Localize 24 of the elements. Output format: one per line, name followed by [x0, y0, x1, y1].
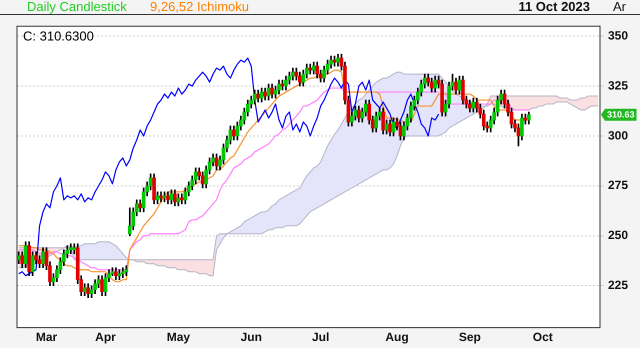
x-tick-label: Sep: [458, 330, 481, 344]
annotation: C: 310.6300: [23, 28, 94, 44]
x-tick-label: Aug: [385, 330, 409, 344]
x-tick-label: Apr: [95, 330, 116, 344]
y-tick-label: 325: [608, 78, 628, 92]
chart-title: Daily Candlestick: [27, 0, 127, 14]
text: 310.63: [607, 110, 635, 120]
y-tick-label: 275: [608, 178, 628, 192]
y-tick-label: 225: [608, 278, 628, 292]
candlestick: [162, 192, 166, 202]
x-tick-label: May: [166, 330, 190, 344]
x-tick-label: Oct: [532, 330, 553, 344]
candlestick: [159, 192, 163, 202]
y-tick-label: 350: [608, 28, 628, 42]
x-tick-label: Jul: [312, 330, 330, 344]
text: Ar: [613, 0, 626, 14]
text: 11 Oct 2023: [518, 0, 590, 14]
y-tick-label: 250: [608, 228, 628, 242]
x-tick-label: Mar: [36, 330, 58, 344]
y-tick-label: 300: [608, 128, 628, 142]
chart-subtitle: 9,26,52 Ichimoku: [150, 0, 250, 14]
x-tick-label: Jun: [240, 330, 262, 344]
candlestick: [280, 80, 284, 90]
candlestick: [332, 56, 336, 66]
